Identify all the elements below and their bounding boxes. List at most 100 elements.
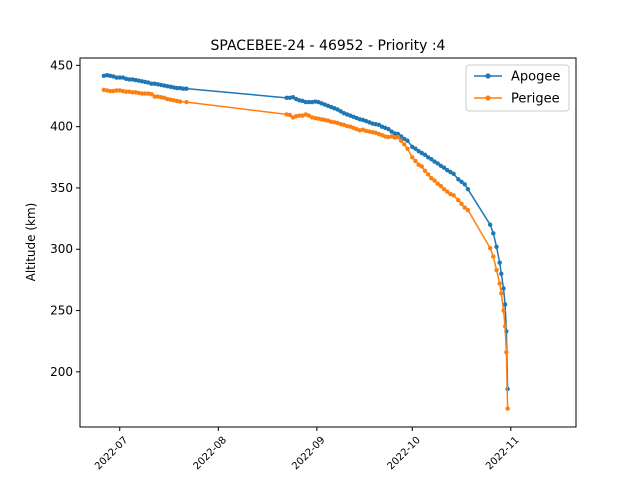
data-point-apogee — [491, 231, 496, 236]
data-point-apogee — [127, 77, 132, 82]
legend: Apogee Perigee — [465, 64, 570, 112]
data-point-apogee — [389, 129, 394, 134]
data-point-perigee — [123, 89, 129, 94]
data-point-apogee — [413, 146, 418, 151]
data-point-apogee — [149, 81, 154, 86]
data-point-apogee — [456, 177, 461, 182]
data-point-apogee — [395, 131, 401, 137]
data-point-perigee — [491, 254, 496, 259]
legend-marker-apogee — [485, 73, 491, 79]
data-point-apogee — [422, 152, 428, 158]
data-point-perigee — [465, 207, 471, 213]
data-point-apogee — [405, 138, 410, 143]
data-point-apogee — [338, 109, 343, 114]
data-point-apogee — [386, 126, 391, 132]
data-point-apogee — [419, 150, 424, 156]
data-point-apogee — [290, 95, 296, 100]
data-point-apogee — [445, 167, 450, 173]
data-point-perigee — [435, 181, 440, 186]
data-point-apogee — [438, 163, 444, 169]
data-point-perigee — [398, 138, 404, 143]
data-point-perigee — [419, 164, 424, 169]
y-axis-label: Altitude (km) — [24, 203, 38, 282]
data-point-perigee — [497, 281, 502, 286]
data-point-apogee — [117, 75, 122, 80]
data-point-perigee — [287, 112, 293, 118]
data-point-perigee — [504, 350, 509, 355]
data-point-apogee — [501, 286, 506, 291]
y-tick-label: 450 — [50, 58, 73, 72]
data-point-apogee — [114, 75, 119, 80]
legend-marker-perigee — [485, 95, 491, 101]
data-point-perigee — [459, 201, 464, 207]
data-point-apogee — [181, 86, 186, 91]
data-point-apogee — [335, 107, 340, 112]
data-point-apogee — [448, 169, 453, 175]
data-point-perigee — [142, 91, 148, 96]
data-point-apogee — [451, 171, 456, 177]
data-point-perigee — [114, 88, 119, 93]
data-point-perigee — [395, 134, 401, 140]
y-tick-label: 200 — [50, 365, 73, 379]
chart-title: SPACEBEE-24 - 46952 - Priority :4 — [211, 38, 446, 54]
data-point-apogee — [441, 165, 447, 170]
data-point-perigee — [410, 155, 415, 160]
y-axis: 200 250 300 350 400 450 — [50, 58, 80, 379]
data-point-apogee — [432, 159, 437, 164]
data-point-apogee — [465, 186, 471, 192]
data-point-perigee — [438, 183, 444, 189]
data-point-perigee — [451, 193, 456, 198]
data-point-perigee — [184, 99, 189, 105]
data-point-apogee — [487, 222, 493, 227]
data-point-perigee — [432, 178, 437, 183]
data-point-apogee — [459, 179, 464, 185]
data-point-perigee — [297, 113, 302, 118]
data-point-perigee — [462, 205, 467, 210]
data-point-perigee — [499, 291, 504, 296]
data-point-apogee — [376, 122, 382, 128]
data-point-apogee — [174, 85, 180, 91]
data-point-apogee — [429, 156, 434, 162]
data-point-apogee — [284, 95, 289, 101]
series-layer — [101, 72, 510, 411]
data-point-perigee — [456, 198, 461, 203]
data-point-apogee — [499, 271, 504, 276]
data-point-perigee — [402, 142, 407, 147]
series-apogee — [101, 72, 510, 392]
data-point-perigee — [429, 175, 434, 181]
data-point-perigee — [487, 245, 493, 251]
y-tick-label: 400 — [50, 120, 73, 134]
data-point-perigee — [306, 113, 312, 118]
data-point-perigee — [445, 189, 450, 194]
data-point-apogee — [494, 244, 499, 249]
data-point-perigee — [152, 94, 157, 99]
y-tick-label: 250 — [50, 304, 73, 318]
series-perigee — [101, 87, 510, 411]
legend-entry-perigee: Perigee — [474, 92, 560, 107]
data-point-perigee — [139, 91, 145, 96]
y-tick-label: 350 — [50, 181, 73, 195]
data-point-perigee — [405, 146, 410, 151]
data-point-perigee — [425, 172, 431, 177]
data-point-apogee — [184, 86, 189, 91]
data-point-perigee — [108, 88, 113, 94]
data-point-perigee — [149, 91, 154, 97]
data-point-apogee — [306, 99, 312, 105]
data-point-apogee — [462, 182, 467, 187]
data-point-perigee — [494, 267, 499, 273]
data-point-apogee — [502, 302, 508, 307]
y-tick-label: 300 — [50, 242, 73, 256]
data-point-apogee — [497, 260, 502, 265]
data-point-perigee — [502, 324, 508, 329]
legend-entry-apogee: Apogee — [474, 70, 560, 85]
data-point-perigee — [130, 90, 135, 95]
plot-frame — [79, 57, 577, 428]
legend-label-apogee: Apogee — [511, 70, 560, 85]
data-point-apogee — [410, 144, 415, 150]
data-point-perigee — [441, 186, 447, 192]
data-point-apogee — [425, 155, 431, 160]
data-point-perigee — [177, 99, 183, 104]
legend-label-perigee: Perigee — [511, 92, 560, 107]
data-point-perigee — [422, 168, 428, 173]
